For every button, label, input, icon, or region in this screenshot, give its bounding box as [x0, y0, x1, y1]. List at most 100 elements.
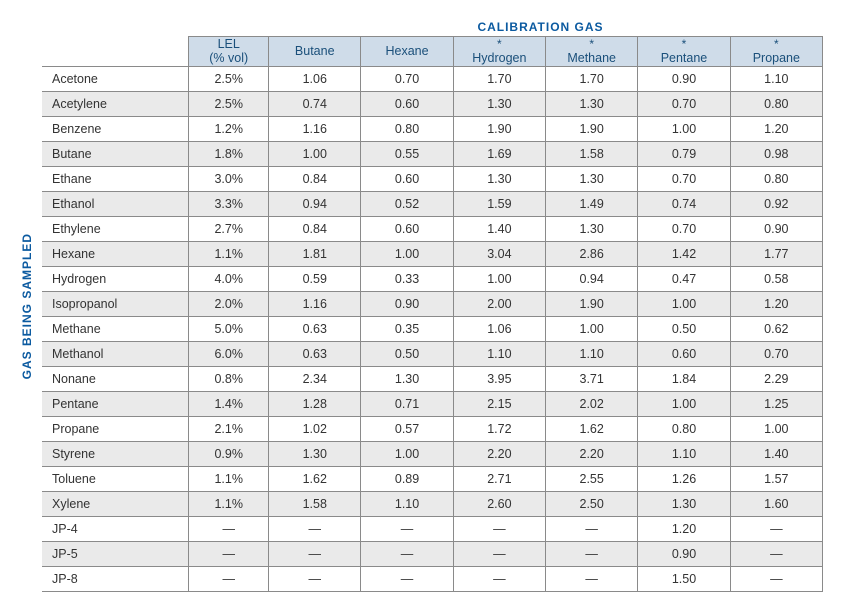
cell: 1.00: [638, 116, 730, 141]
cell: 1.50: [638, 566, 730, 591]
cell: 1.62: [269, 466, 361, 491]
table-row: Isopropanol2.0%1.160.902.001.901.001.20: [42, 291, 823, 316]
cell: 0.70: [638, 216, 730, 241]
cell: 0.59: [269, 266, 361, 291]
cell: —: [453, 516, 545, 541]
cell: 1.30: [361, 366, 453, 391]
cell: 1.90: [546, 291, 638, 316]
table-body: Acetone2.5%1.060.701.701.700.901.10Acety…: [42, 66, 823, 591]
row-label: Xylene: [42, 491, 189, 516]
cell: 1.60: [730, 491, 822, 516]
cell: 0.70: [361, 66, 453, 91]
cell: 0.70: [730, 341, 822, 366]
cell: 0.57: [361, 416, 453, 441]
cell: 1.10: [730, 66, 822, 91]
cell: 2.50: [546, 491, 638, 516]
cell: 0.60: [361, 216, 453, 241]
cell: 1.16: [269, 291, 361, 316]
table-row: Hydrogen4.0%0.590.331.000.940.470.58: [42, 266, 823, 291]
cell: 1.57: [730, 466, 822, 491]
cell: 0.63: [269, 341, 361, 366]
table-row: Hexane1.1%1.811.003.042.861.421.77: [42, 241, 823, 266]
cell: 1.59: [453, 191, 545, 216]
col-header-text: Hexane: [386, 44, 429, 58]
cell: 0.90: [361, 291, 453, 316]
cell: 0.55: [361, 141, 453, 166]
cell: 1.49: [546, 191, 638, 216]
row-label: Styrene: [42, 441, 189, 466]
col-header-butane: Butane: [269, 37, 361, 67]
cell: 1.72: [453, 416, 545, 441]
cell: 1.28: [269, 391, 361, 416]
star-icon: *: [458, 37, 541, 51]
row-label: JP-5: [42, 541, 189, 566]
row-label: Acetone: [42, 66, 189, 91]
cell: 0.71: [361, 391, 453, 416]
table-row: JP-5—————0.90—: [42, 541, 823, 566]
cell: 3.04: [453, 241, 545, 266]
cell: 1.30: [546, 91, 638, 116]
table-row: Nonane0.8%2.341.303.953.711.842.29: [42, 366, 823, 391]
cell: 2.0%: [189, 291, 269, 316]
cell: 1.40: [730, 441, 822, 466]
cell: 0.60: [361, 91, 453, 116]
col-header-text: Propane: [753, 51, 800, 65]
cell: 2.1%: [189, 416, 269, 441]
cell: 0.90: [638, 66, 730, 91]
cell: 1.40: [453, 216, 545, 241]
cell: 1.69: [453, 141, 545, 166]
cell: —: [269, 516, 361, 541]
cell: 1.20: [730, 116, 822, 141]
cell: 1.16: [269, 116, 361, 141]
cell: 1.20: [638, 516, 730, 541]
cell: 1.00: [361, 441, 453, 466]
cell: 2.29: [730, 366, 822, 391]
cell: 0.89: [361, 466, 453, 491]
cell: 1.30: [546, 166, 638, 191]
cell: 0.58: [730, 266, 822, 291]
cell: —: [546, 566, 638, 591]
cell: 1.1%: [189, 241, 269, 266]
cell: 1.10: [453, 341, 545, 366]
cell: —: [453, 541, 545, 566]
table-row: Toluene1.1%1.620.892.712.551.261.57: [42, 466, 823, 491]
cell: 1.30: [453, 91, 545, 116]
col-header-pentane: *Pentane: [638, 37, 730, 67]
cell: 0.90: [638, 541, 730, 566]
row-label: Hydrogen: [42, 266, 189, 291]
cell: 1.58: [269, 491, 361, 516]
cell: 3.0%: [189, 166, 269, 191]
cell: 0.9%: [189, 441, 269, 466]
cell: 1.30: [453, 166, 545, 191]
table-row: Acetylene2.5%0.740.601.301.300.700.80: [42, 91, 823, 116]
cell: 1.77: [730, 241, 822, 266]
cell: 0.47: [638, 266, 730, 291]
row-label: JP-8: [42, 566, 189, 591]
cell: 5.0%: [189, 316, 269, 341]
cell: 1.00: [730, 416, 822, 441]
cell: 1.02: [269, 416, 361, 441]
cell: 3.71: [546, 366, 638, 391]
table-row: Acetone2.5%1.060.701.701.700.901.10: [42, 66, 823, 91]
cell: 0.60: [361, 166, 453, 191]
cell: 1.30: [638, 491, 730, 516]
cell: 0.90: [730, 216, 822, 241]
row-label: Methanol: [42, 341, 189, 366]
table-row: Butane1.8%1.000.551.691.580.790.98: [42, 141, 823, 166]
cell: 1.00: [638, 391, 730, 416]
star-icon: *: [550, 37, 633, 51]
cell: —: [730, 516, 822, 541]
cell: —: [546, 516, 638, 541]
cell: —: [189, 516, 269, 541]
cell: 2.60: [453, 491, 545, 516]
table-head: LEL(% vol)ButaneHexane*Hydrogen*Methane*…: [42, 37, 823, 67]
cell: —: [189, 566, 269, 591]
cell: 1.26: [638, 466, 730, 491]
cell: 2.15: [453, 391, 545, 416]
cell: 1.1%: [189, 491, 269, 516]
row-label: JP-4: [42, 516, 189, 541]
cell: 1.30: [269, 441, 361, 466]
cell: 1.1%: [189, 466, 269, 491]
cell: 2.7%: [189, 216, 269, 241]
cell: 2.5%: [189, 91, 269, 116]
